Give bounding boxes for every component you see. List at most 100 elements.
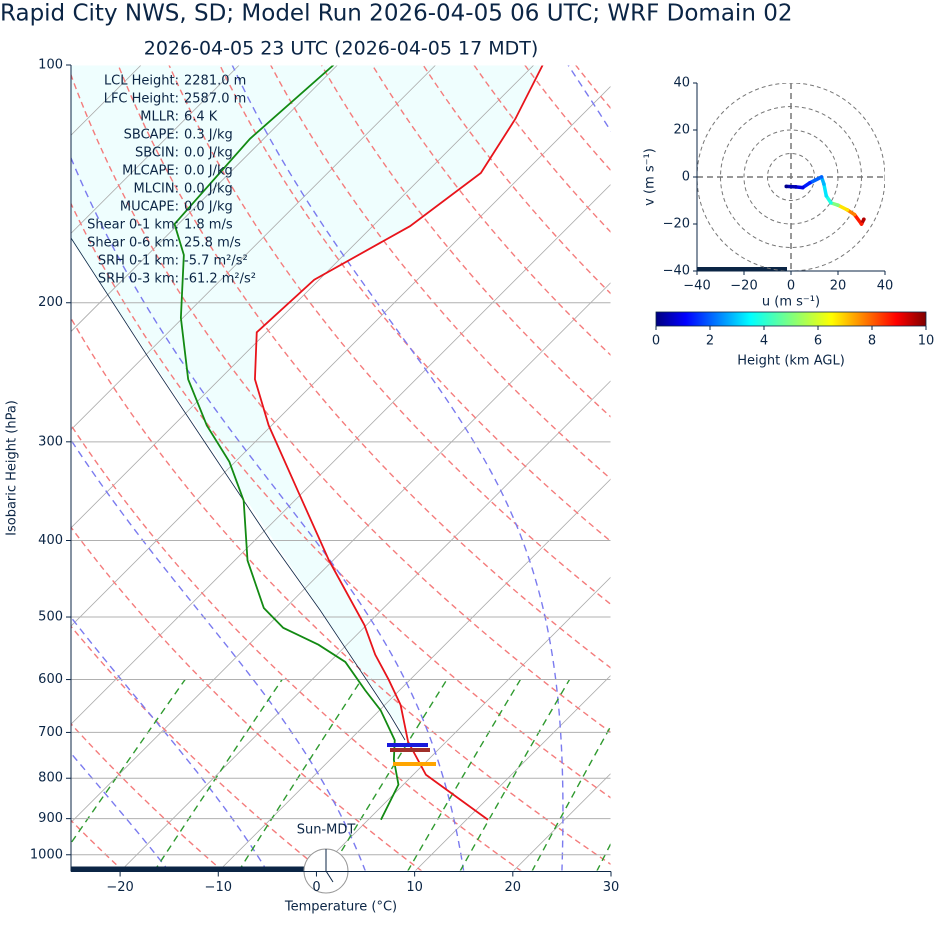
stat-value: -5.7 m²/s² bbox=[184, 254, 248, 269]
reference-line bbox=[328, 679, 448, 871]
hodo-point bbox=[824, 194, 829, 198]
reference-line bbox=[406, 679, 522, 871]
x-tick-label: 20 bbox=[830, 279, 847, 294]
reference-line bbox=[153, 679, 283, 871]
reference-line bbox=[422, 65, 611, 295]
reference-line bbox=[120, 380, 611, 871]
colorbar-tick-label: 8 bbox=[868, 334, 876, 349]
hodo-point bbox=[808, 181, 812, 185]
reference-line bbox=[71, 183, 611, 725]
reference-line bbox=[567, 65, 611, 133]
reference-line bbox=[71, 65, 338, 333]
y-tick-label: 0 bbox=[682, 170, 690, 185]
stat-value: -61.2 m²/s² bbox=[184, 272, 256, 287]
hodo-point bbox=[784, 184, 789, 189]
reference-line bbox=[71, 72, 611, 734]
x-tick-label: 40 bbox=[877, 279, 894, 294]
reference-line bbox=[71, 156, 465, 871]
y-tick-label: 1000 bbox=[30, 847, 63, 862]
stat-key: MLCIN: bbox=[134, 182, 179, 197]
reference-line bbox=[524, 65, 611, 172]
reference-line bbox=[71, 423, 523, 871]
skewt-profiles bbox=[71, 65, 544, 821]
stat-key: SBCIN: bbox=[135, 146, 179, 161]
reference-line bbox=[71, 526, 423, 871]
reference-line bbox=[270, 65, 611, 481]
reference-line bbox=[71, 85, 611, 627]
y-tick-label: −20 bbox=[663, 217, 690, 232]
y-tick-label: 900 bbox=[38, 811, 63, 826]
stat-key: MLLR: bbox=[140, 110, 179, 125]
hodo-point bbox=[793, 185, 798, 189]
y-tick-label: 400 bbox=[38, 533, 63, 548]
stat-value: 2587.0 m bbox=[184, 92, 246, 107]
reference-line bbox=[512, 772, 611, 871]
hodo-segment bbox=[852, 212, 864, 226]
hodo-point bbox=[819, 175, 824, 179]
reference-line bbox=[71, 316, 611, 866]
reference-line bbox=[728, 65, 935, 872]
stat-key: MUCAPE: bbox=[120, 200, 179, 215]
reference-line bbox=[218, 478, 611, 871]
hodo-point bbox=[852, 212, 857, 217]
x-axis-label: Temperature (°C) bbox=[284, 900, 397, 915]
x-tick-label: −10 bbox=[205, 880, 232, 895]
reference-line bbox=[71, 722, 224, 871]
stat-value: 2281.0 m bbox=[184, 74, 246, 89]
y-tick-label: 600 bbox=[38, 672, 63, 687]
stat-key: LFC Height: bbox=[104, 92, 179, 107]
reference-line bbox=[71, 625, 324, 871]
colorbar-tick-label: 6 bbox=[814, 334, 822, 349]
y-axis-label: Isobaric Height (hPa) bbox=[5, 400, 20, 536]
reference-line bbox=[71, 65, 535, 529]
stat-key: SRH 0-1 km: bbox=[98, 254, 179, 269]
hodo-segment bbox=[822, 182, 828, 198]
reference-line bbox=[71, 752, 170, 871]
x-tick-label: −20 bbox=[730, 279, 757, 294]
reference-line bbox=[596, 841, 611, 871]
skewt-plot bbox=[71, 65, 935, 872]
colorbar-tick-label: 0 bbox=[652, 334, 660, 349]
reference-line bbox=[531, 724, 611, 871]
reference-line bbox=[71, 65, 436, 431]
colorbar-label: Height (km AGL) bbox=[737, 354, 845, 369]
stat-key: SBCAPE: bbox=[124, 128, 179, 143]
colorbar-tick-label: 4 bbox=[760, 334, 768, 349]
y-tick-label: 700 bbox=[38, 725, 63, 740]
reference-line bbox=[320, 65, 611, 419]
hodo-x-label: u (m s⁻¹) bbox=[762, 295, 820, 310]
x-tick-label: 20 bbox=[505, 880, 522, 895]
y-tick-label: 20 bbox=[673, 123, 690, 138]
profile-line bbox=[173, 65, 400, 821]
stat-value: 25.8 m/s bbox=[184, 236, 241, 251]
reference-line bbox=[117, 65, 611, 669]
colorbar-tick-label: 2 bbox=[706, 334, 714, 349]
stat-key: Shear 0-6 km: bbox=[87, 236, 179, 251]
y-tick-label: 500 bbox=[38, 610, 63, 625]
chart-subtitle: 2026-04-05 23 UTC (2026-04-05 17 MDT) bbox=[144, 38, 539, 60]
reference-line bbox=[610, 870, 611, 871]
reference-line bbox=[237, 679, 363, 871]
reference-line bbox=[71, 438, 367, 871]
hodo-segment bbox=[808, 175, 824, 185]
colorbar-tick-label: 10 bbox=[918, 334, 935, 349]
reference-line bbox=[414, 674, 611, 871]
reference-line bbox=[71, 65, 240, 234]
stat-value: 1.8 m/s bbox=[184, 218, 233, 233]
hodo-y-label: v (m s⁻¹) bbox=[643, 148, 658, 206]
profile-line bbox=[254, 65, 544, 821]
stat-value: 6.4 K bbox=[184, 110, 218, 125]
x-tick-label: −40 bbox=[683, 279, 710, 294]
y-tick-label: 800 bbox=[38, 771, 63, 786]
reference-line bbox=[626, 65, 935, 872]
stat-value: 0.0 J/kg bbox=[184, 182, 233, 197]
hodo-point bbox=[836, 203, 840, 207]
y-tick-label: 40 bbox=[673, 76, 690, 91]
reference-line bbox=[168, 65, 611, 606]
reference-line bbox=[709, 65, 935, 872]
colorbar bbox=[655, 311, 927, 327]
y-tick-label: −40 bbox=[663, 264, 690, 279]
hodo-area bbox=[697, 83, 885, 271]
stat-key: LCL Height: bbox=[104, 74, 179, 89]
stat-value: 0.3 J/kg bbox=[184, 128, 233, 143]
